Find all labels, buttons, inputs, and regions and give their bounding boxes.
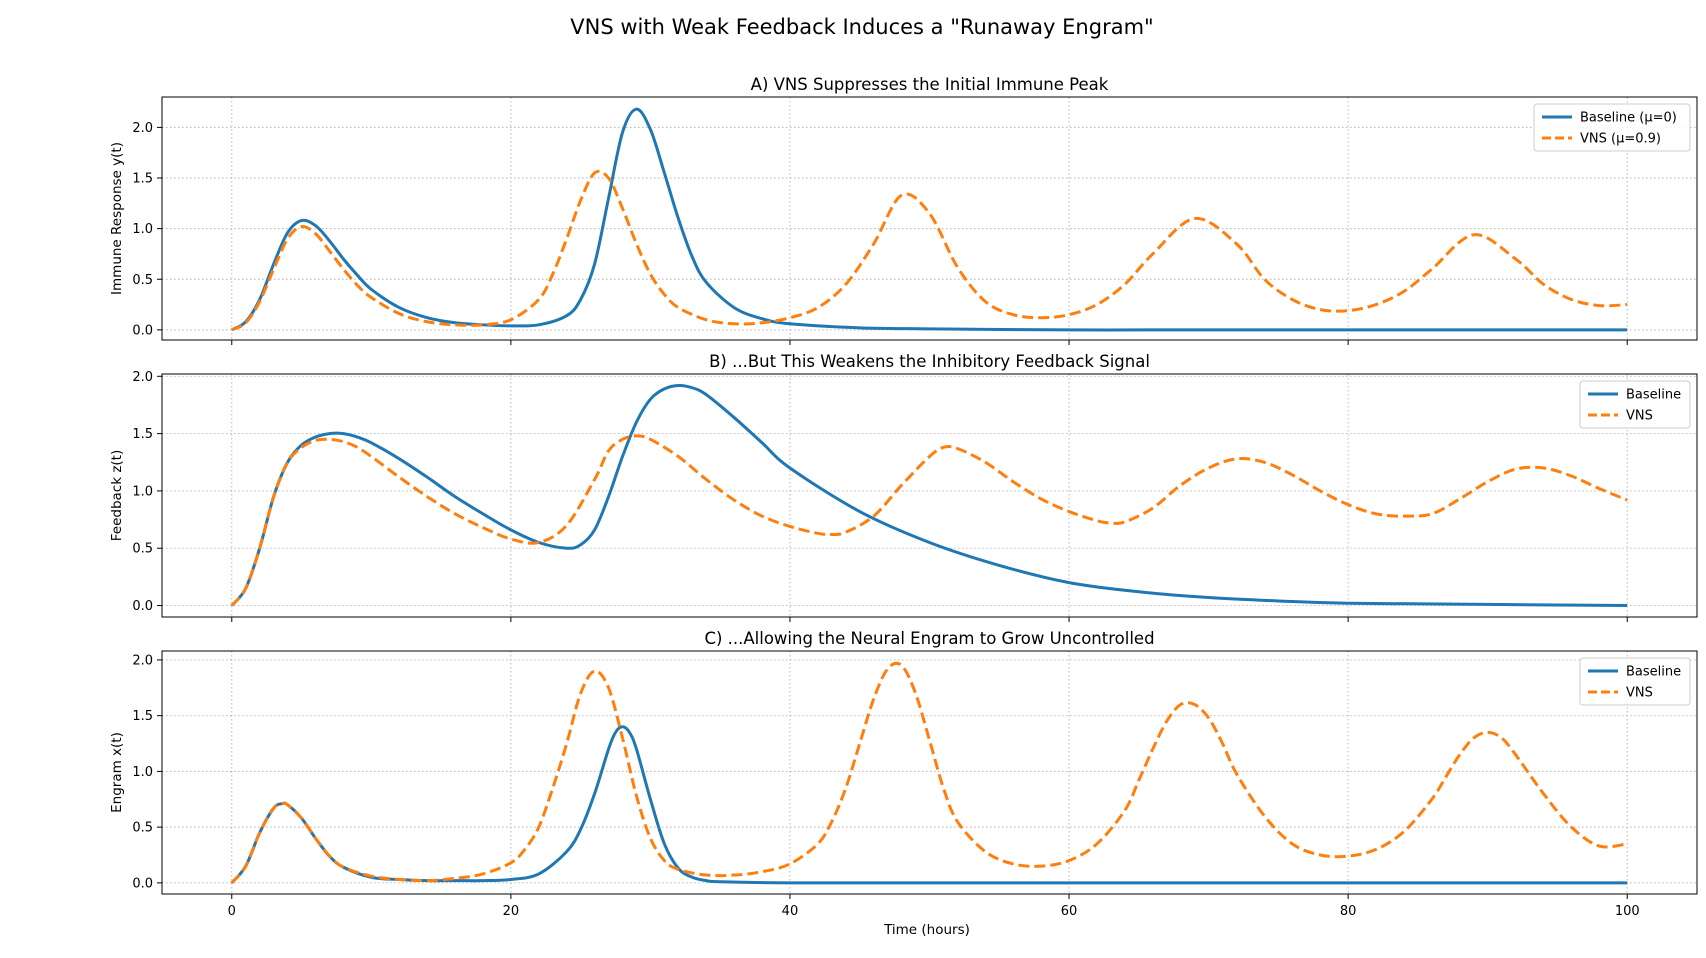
panel-c-xtick-label: 20: [503, 904, 520, 919]
panel-c: 0.0 0.5 1.0 1.5 2.0 0 20 40 60 80 100 C) ...Allowin…: [109, 629, 1698, 919]
panel-c-series-group: [230, 661, 1628, 885]
panel-a-axes-frame: [161, 96, 1698, 341]
figure-title: VNS with Weak Feedback Induces a "Runawa…: [570, 15, 1153, 39]
panel-c-xtick-label: 0: [228, 904, 236, 919]
panel-c-y-axis-label: Engram x(t): [109, 732, 125, 813]
panel-c-xtick-label: 60: [1061, 904, 1078, 919]
panel-c-legend-label-baseline: Baseline: [1626, 665, 1681, 680]
panel-b: 0.0 0.5 1.0 1.5 2.0 B) ...But This Weakens th…: [109, 352, 1698, 622]
panel-a-ytick-label: 1.5: [132, 172, 153, 187]
panel-b-axes-frame: [161, 373, 1698, 618]
panel-c-ytick-label: 0.0: [132, 876, 153, 891]
panel-b-ytick-label: 0.5: [132, 542, 153, 557]
panel-a-title: A) VNS Suppresses the Initial Immune Pea…: [751, 75, 1109, 94]
panel-b-ytick-label: 0.0: [132, 599, 153, 614]
x-axis-label: Time (hours): [883, 922, 970, 938]
panel-c-ytick-label: 0.5: [132, 821, 153, 836]
panel-a-legend-frame: [1533, 103, 1691, 152]
panel-b-ytick-label: 1.0: [132, 484, 153, 499]
panel-b-legend-label-baseline: Baseline: [1626, 388, 1681, 403]
panel-c-series-vns-line: [230, 661, 1628, 884]
panel-c-xtick-label: 100: [1615, 904, 1640, 919]
panel-a: 0.0 0.5 1.0 1.5 2.0 A) VNS Suppresses the Ini…: [109, 75, 1698, 345]
panel-c-ytick-label: 2.0: [132, 653, 153, 668]
panel-b-legend: Baseline VNS: [1579, 380, 1691, 429]
panel-c-legend: Baseline VNS: [1579, 657, 1691, 706]
panel-a-y-axis-label: Immune Response y(t): [109, 142, 125, 295]
panel-b-series-vns-line: [230, 434, 1628, 607]
panel-b-y-axis-label: Feedback z(t): [109, 450, 125, 542]
panel-c-xtick-label: 40: [782, 904, 799, 919]
panel-b-title: B) ...But This Weakens the Inhibitory Fe…: [709, 352, 1150, 371]
panel-c-xtick-label: 80: [1340, 904, 1357, 919]
panel-b-series-baseline-line: [230, 383, 1628, 608]
panel-a-series-group: [231, 107, 1628, 332]
panel-a-legend-label-baseline: Baseline (μ=0): [1580, 111, 1677, 126]
panel-a-legend-label-vns: VNS (μ=0.9): [1580, 132, 1661, 147]
panel-c-legend-label-vns: VNS: [1626, 686, 1653, 701]
panel-c-ytick-label: 1.0: [132, 765, 153, 780]
panel-a-legend: Baseline (μ=0) VNS (μ=0.9): [1533, 103, 1691, 152]
panel-b-legend-label-vns: VNS: [1626, 409, 1653, 424]
panel-a-ytick-label: 2.0: [132, 121, 153, 136]
panel-a-ytick-label: 1.0: [132, 222, 153, 237]
panel-b-ytick-label: 2.0: [132, 370, 153, 385]
panel-a-series-baseline-line: [231, 107, 1628, 332]
panel-c-axes-frame: [161, 650, 1698, 895]
panel-a-ytick-label: 0.0: [132, 323, 153, 338]
panel-a-ytick-label: 0.5: [132, 273, 153, 288]
panel-c-title: C) ...Allowing the Neural Engram to Grow…: [704, 629, 1154, 648]
panel-b-ytick-label: 1.5: [132, 427, 153, 442]
panel-a-series-vns-line: [231, 169, 1628, 332]
panel-c-ytick-label: 1.5: [132, 709, 153, 724]
panel-b-series-group: [230, 383, 1628, 608]
